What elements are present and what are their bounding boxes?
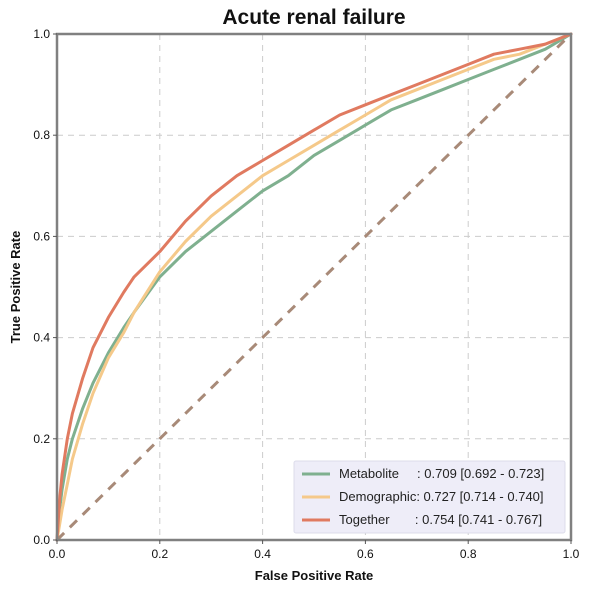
y-tick-label: 0.6 <box>33 229 50 243</box>
legend: Metabolite : 0.709 [0.692 - 0.723] Demog… <box>293 460 566 534</box>
y-tick-label: 1.0 <box>33 27 50 41</box>
legend-box <box>293 460 566 534</box>
x-tick-label: 0.6 <box>357 547 374 561</box>
legend-label-demographic: Demographic: 0.727 [0.714 - 0.740] <box>339 489 544 504</box>
x-axis-label: False Positive Rate <box>255 568 374 583</box>
plot-frame <box>55 32 573 542</box>
tick-layer: 0.0 0.2 0.4 0.6 0.8 1.0 0.0 0.2 0.4 0.6 0.8 1.0 <box>33 27 579 561</box>
x-tick-label: 1.0 <box>563 547 580 561</box>
x-tick-label: 0.2 <box>151 547 168 561</box>
y-tick-label: 0.4 <box>33 331 50 345</box>
y-tick-label: 0.2 <box>33 432 50 446</box>
series-layer <box>55 32 573 542</box>
series-together-line <box>55 32 573 542</box>
y-tick-label: 0.0 <box>33 533 50 547</box>
legend-label-metabolite: Metabolite : 0.709 [0.692 - 0.723] <box>339 466 544 481</box>
chart-title: Acute renal failure <box>222 6 405 29</box>
series-metabolite-line <box>55 32 573 542</box>
x-tick-label: 0.0 <box>49 547 66 561</box>
chance-diagonal-line <box>55 32 573 542</box>
legend-label-together: Together : 0.754 [0.741 - 0.767] <box>339 512 542 527</box>
grid <box>57 34 571 540</box>
x-tick-label: 0.8 <box>460 547 477 561</box>
series-demographic-line <box>55 32 573 542</box>
y-axis-label: True Positive Rate <box>8 231 23 344</box>
x-tick-label: 0.4 <box>254 547 271 561</box>
y-tick-label: 0.8 <box>33 128 50 142</box>
